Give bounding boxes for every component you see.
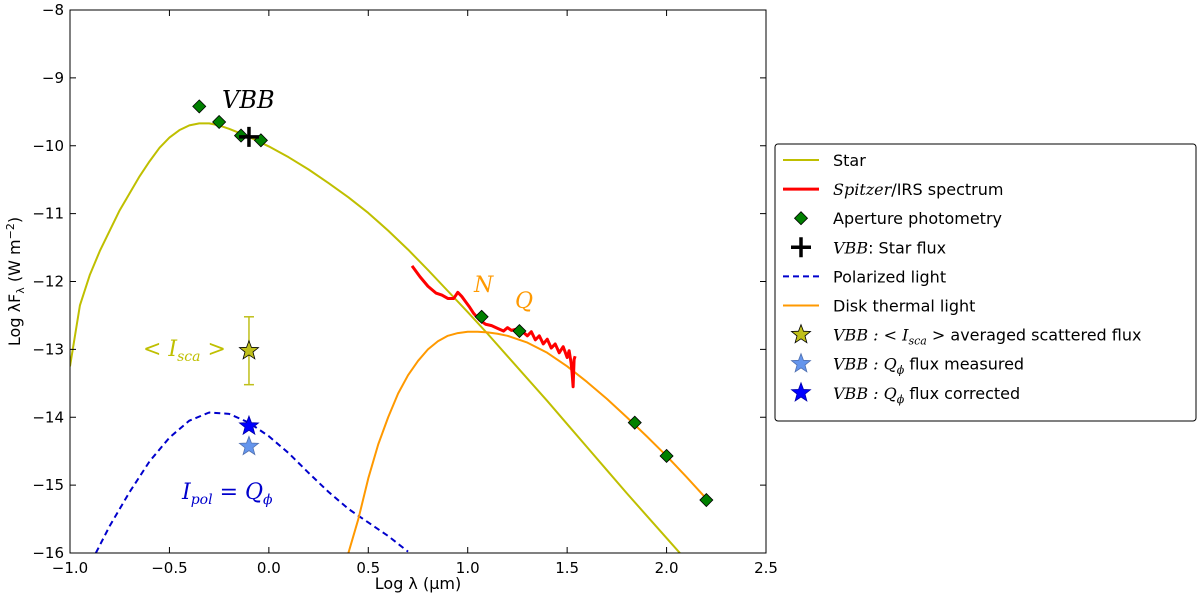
legend-label-vbb_flux: VBB: Star flux [833,238,946,257]
legend-label-qphi_corrected: VBB : Qϕ flux corrected [833,384,1020,406]
legend-swatch-qphi-measured [790,352,812,373]
x-tick-label: 0.5 [356,559,380,577]
y-tick-label: −14 [32,408,64,426]
star-sed-line [70,122,682,553]
y-axis-label: Log λFλ (W m−2) [4,217,27,346]
y-tick-label: −16 [32,544,64,562]
y-tick-label: −11 [32,205,64,223]
isca-annotation: < Isca > [143,337,226,365]
legend-item-qphi_corrected: VBB : Qϕ flux corrected [790,381,1020,406]
y-tick-label: −8 [42,1,64,19]
legend-item-disk: Disk thermal light [783,297,975,316]
legend-label-disk: Disk thermal light [833,297,975,316]
x-tick-label: −1.0 [52,559,88,577]
legend-swatch-isca [790,323,812,344]
plot-area: VBB NQ < Isca > Ipol = Qϕ [70,10,766,553]
qphi-measured-star-point [238,435,260,456]
legend-swatch-qphi-corrected [790,381,812,402]
x-tick-label: −0.5 [151,559,187,577]
legend-item-isca: VBB : < Isca > averaged scattered flux [790,323,1141,348]
qphi-corrected-star-point [238,414,260,436]
legend-swatch-vbb-flux [791,237,811,258]
photometry-point [512,323,527,339]
n-band-annotation: N [473,273,494,298]
legend-label-isca: VBB : < Isca > averaged scattered flux [833,326,1141,348]
legend-swatch-photometry [793,211,809,226]
legend-box [774,143,1197,422]
photometry-point [474,309,489,324]
x-tick-label: 0.0 [257,559,281,577]
legend-item-vbb_flux: VBB: Star flux [791,237,946,258]
photometry-point [212,114,227,130]
x-tick-label: 2.5 [754,559,778,577]
photometry-point [699,492,714,508]
photometry-point [659,448,674,464]
x-tick-label: 2.0 [655,559,679,577]
legend-item-polarized: Polarized light [783,267,946,286]
plot-background [70,10,766,553]
legend-label-photometry: Aperture photometry [833,209,1002,228]
y-tick-label: −9 [42,69,64,87]
photometry-point [627,415,642,430]
legend-label-qphi_measured: VBB : Qϕ flux measured [833,355,1024,377]
legend-item-photometry: Aperture photometry [793,209,1002,228]
x-tick-label: 1.0 [456,559,480,577]
legend-item-qphi_measured: VBB : Qϕ flux measured [790,352,1024,377]
axes: −1.0 −0.5 0.0 0.5 1.0 1.5 2.0 2.5 −8 −9 −10 −11 −12 −… [4,1,778,593]
vbb-star-flux-point [238,126,259,147]
y-tick-label: −15 [32,476,64,494]
plot-content [70,99,714,553]
legend: Star Spitzer/IRS spectrum Aperture photome… [774,143,1197,422]
legend-label-spitzer: Spitzer/IRS spectrum [833,180,1003,199]
y-tick-label: −12 [32,273,64,291]
legend-item-spitzer: Spitzer/IRS spectrum [783,180,1003,199]
x-axis-label: Log λ (μm) [375,574,461,593]
disk-thermal-line [347,330,708,553]
vbb-annotation: VBB [222,86,275,114]
y-tick-label: −10 [32,137,64,155]
legend-item-star: Star [783,151,866,170]
legend-label-polarized: Polarized light [833,267,946,286]
y-tick-label: −13 [32,340,64,358]
photometry-point [192,99,207,114]
polarized-light-line [94,411,409,553]
ipol-annotation: Ipol = Qϕ [181,480,273,508]
q-band-annotation: Q [515,289,533,314]
isca-star-point [238,339,260,360]
x-tick-label: 1.5 [555,559,579,577]
legend-label-star: Star [833,151,866,170]
